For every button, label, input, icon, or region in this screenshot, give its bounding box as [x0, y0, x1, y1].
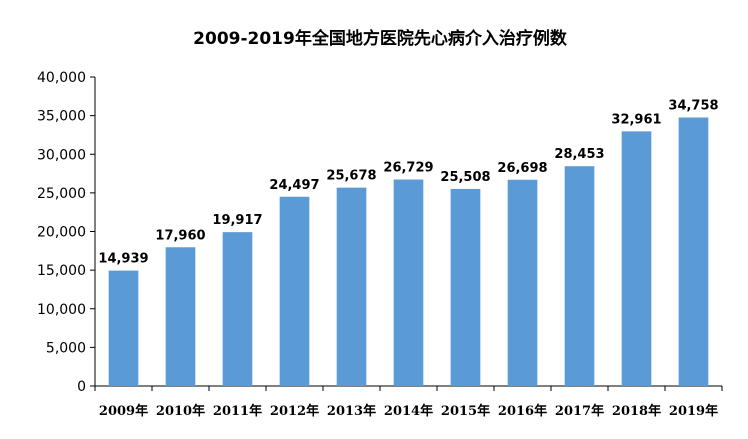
y-tick-label: 5,000 [46, 340, 86, 356]
y-tick-label: 25,000 [37, 186, 86, 202]
data-label: 17,960 [155, 228, 205, 243]
y-tick-label: 40,000 [37, 70, 86, 86]
data-label: 25,678 [326, 169, 376, 184]
data-label: 34,758 [668, 98, 718, 113]
x-tick-label: 2012年 [270, 403, 319, 419]
bars [108, 117, 709, 387]
data-label: 14,939 [98, 252, 148, 267]
bar [564, 166, 595, 386]
x-tick-label: 2016年 [498, 403, 547, 419]
y-tick-label: 30,000 [37, 147, 86, 163]
data-label: 32,961 [611, 112, 661, 127]
y-tick-label: 10,000 [37, 302, 86, 318]
x-tick-label: 2013年 [327, 403, 376, 419]
data-label: 19,917 [212, 213, 262, 228]
data-label: 26,698 [497, 161, 547, 176]
y-tick-label: 20,000 [37, 225, 86, 241]
x-tick-label: 2018年 [612, 403, 661, 419]
data-labels: 14,939 17,960 19,917 24,497 25,678 26,729 25,5… [98, 98, 718, 266]
bar [393, 179, 424, 386]
bar [450, 188, 481, 386]
chart-title: 2009-2019年全国地方医院先心病介入治疗例数 [193, 28, 568, 49]
y-tick-label: 0 [77, 379, 86, 395]
y-tick-label: 15,000 [37, 263, 86, 279]
bar [222, 232, 253, 386]
x-tick-label: 2010年 [156, 403, 205, 419]
bar [678, 117, 709, 387]
y-axis-ticks: 0 5,000 10,000 15,000 20,000 25,000 30,000 35,0… [37, 70, 95, 395]
x-tick-label: 2019年 [669, 403, 718, 419]
data-label: 26,729 [383, 161, 433, 176]
x-tick-label: 2015年 [441, 403, 490, 419]
x-tick-label: 2009年 [99, 403, 148, 419]
data-label: 25,508 [440, 170, 490, 185]
bar [621, 131, 652, 386]
data-label: 28,453 [554, 147, 604, 162]
bar [336, 187, 367, 386]
x-tick-label: 2011年 [213, 403, 262, 419]
bar [507, 179, 538, 386]
x-axis-ticks: 2009年 2010年 2011年 2012年 2013年 2014年 2015年 2016年… [94, 386, 723, 419]
y-tick-label: 35,000 [37, 109, 86, 125]
bar [165, 247, 196, 386]
bar [108, 270, 139, 386]
x-tick-label: 2017年 [555, 403, 604, 419]
x-tick-label: 2014年 [384, 403, 433, 419]
data-label: 24,497 [269, 178, 319, 193]
bar [279, 196, 310, 386]
